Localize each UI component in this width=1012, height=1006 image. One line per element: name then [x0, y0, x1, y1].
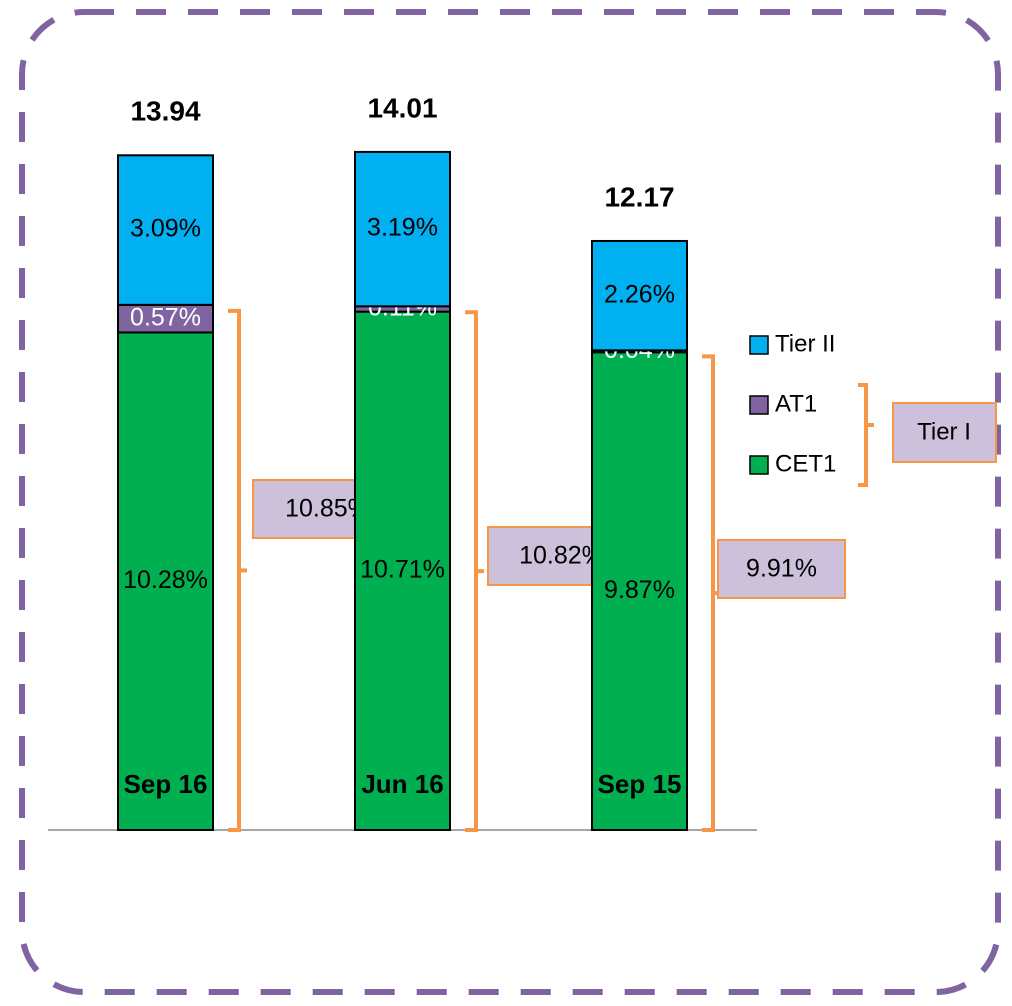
tier1-label: 10.82%	[519, 542, 604, 570]
legend-swatch	[749, 395, 769, 415]
total-label: 13.94	[130, 96, 200, 127]
frame	[19, 9, 1001, 995]
bar-segment	[354, 150, 451, 308]
x-tick-label: Sep 16	[124, 769, 208, 799]
legend-tier1-label: Tier I	[917, 418, 971, 445]
bar-segment	[117, 154, 214, 306]
legend-tier1-box	[892, 402, 997, 463]
segment-label: 3.19%	[367, 214, 438, 242]
tier1-bracket	[228, 308, 247, 832]
tier1-label: 9.91%	[746, 555, 817, 583]
total-label: 14.01	[367, 92, 437, 123]
segment-label: 3.09%	[130, 215, 201, 243]
legend-swatch	[749, 455, 769, 475]
segment-label: 10.28%	[123, 566, 208, 594]
legend-swatch	[749, 335, 769, 355]
segment-label: 0.57%	[130, 303, 201, 331]
tier1-box	[717, 539, 846, 599]
segment-label: 2.26%	[604, 280, 675, 308]
bar-segment	[591, 239, 688, 352]
bar-segment	[591, 351, 688, 831]
x-tick-label: Sep 15	[598, 769, 682, 799]
legend-label: AT1	[775, 390, 817, 417]
bar-segment	[117, 303, 214, 334]
legend-label: Tier II	[775, 330, 835, 357]
legend-bracket	[858, 383, 874, 487]
x-tick-label: Jun 16	[361, 769, 443, 799]
tier1-bracket	[465, 310, 484, 832]
segment-label: 9.87%	[604, 576, 675, 604]
total-label: 12.17	[604, 181, 674, 212]
segment-label: 10.71%	[360, 555, 445, 583]
legend-label: CET1	[775, 450, 836, 477]
